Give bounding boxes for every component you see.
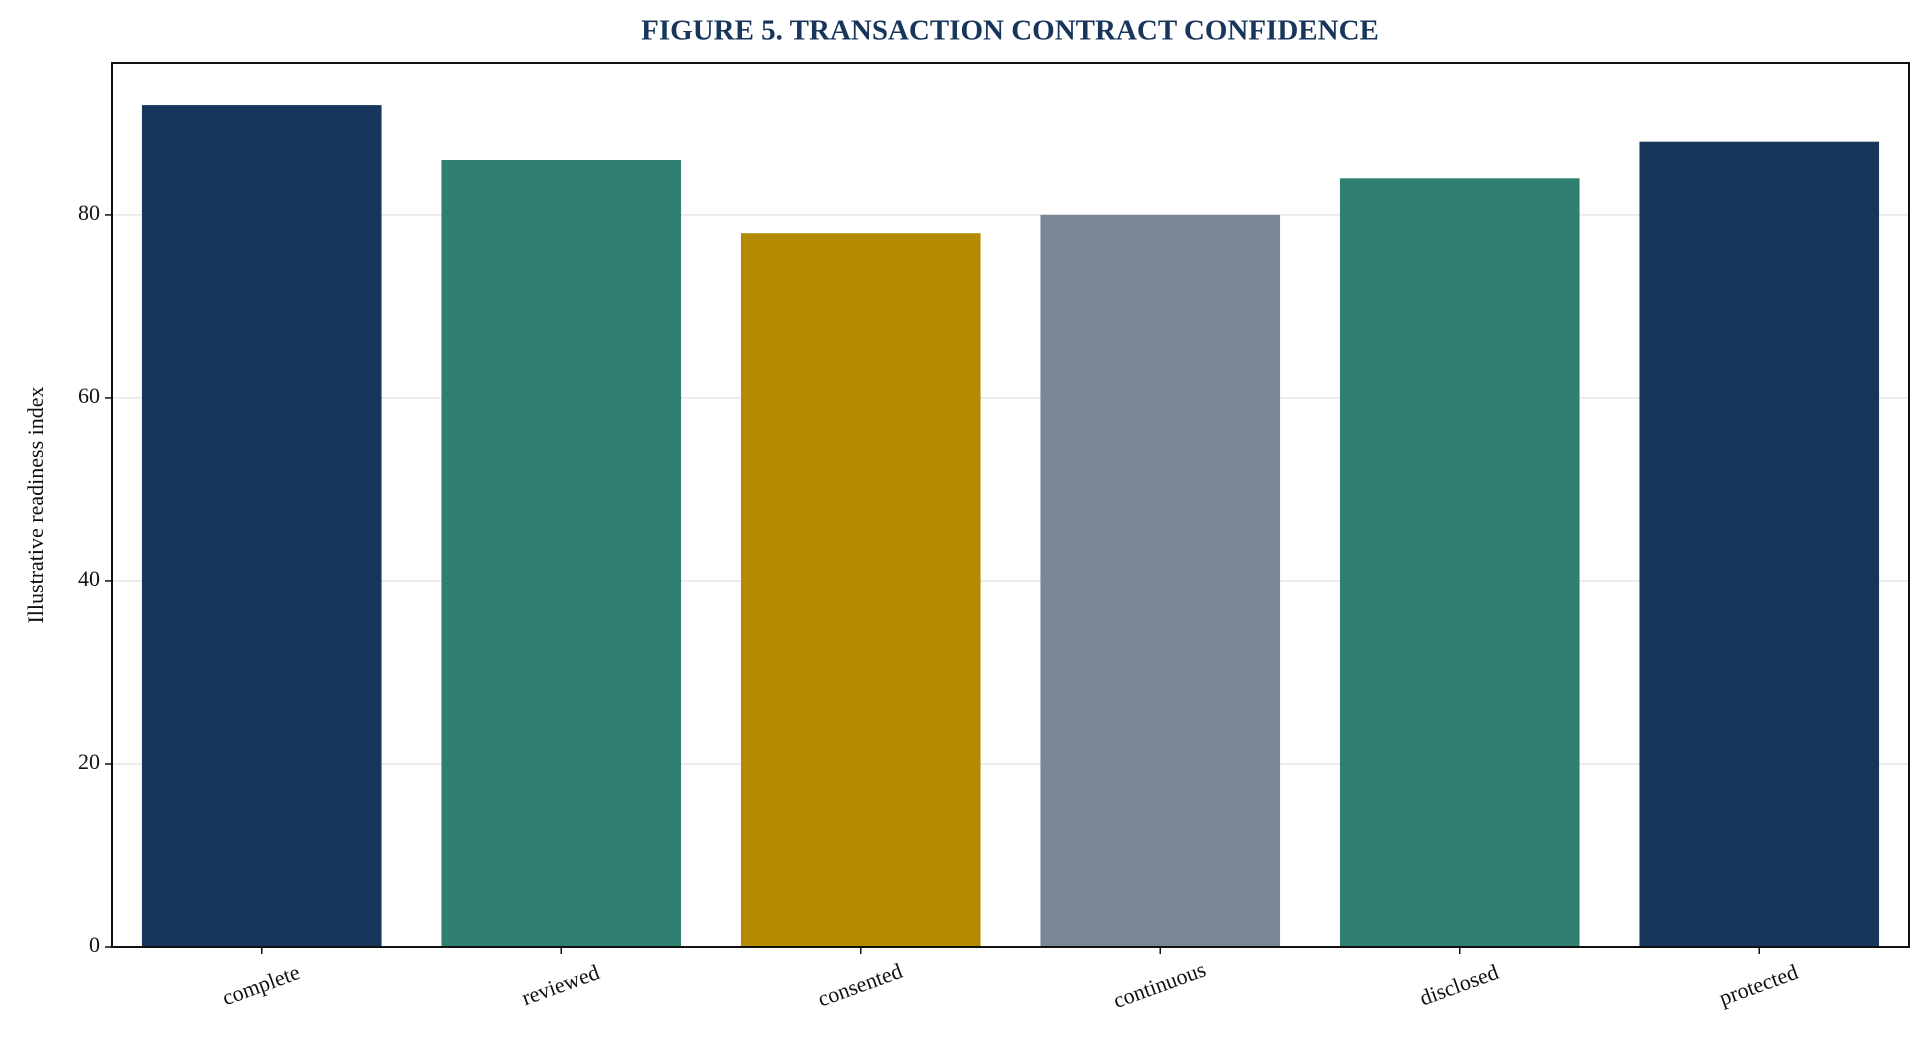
- plot-frame: [111, 62, 1910, 948]
- y-tick-label: 40: [78, 566, 100, 591]
- y-tick-label: 20: [78, 749, 100, 774]
- chart-title: FIGURE 5. TRANSACTION CONTRACT CONFIDENC…: [641, 15, 1379, 47]
- bar: [1040, 214, 1281, 947]
- y-axis-label: Illustrative readiness index: [23, 386, 48, 623]
- bar: [740, 233, 981, 947]
- bar: [441, 160, 682, 947]
- bar: [1339, 178, 1580, 948]
- y-tick-label: 80: [78, 200, 100, 225]
- bar: [141, 105, 382, 948]
- bar: [1639, 141, 1880, 947]
- y-tick-label: 60: [78, 383, 100, 408]
- y-tick-label: 0: [89, 932, 100, 957]
